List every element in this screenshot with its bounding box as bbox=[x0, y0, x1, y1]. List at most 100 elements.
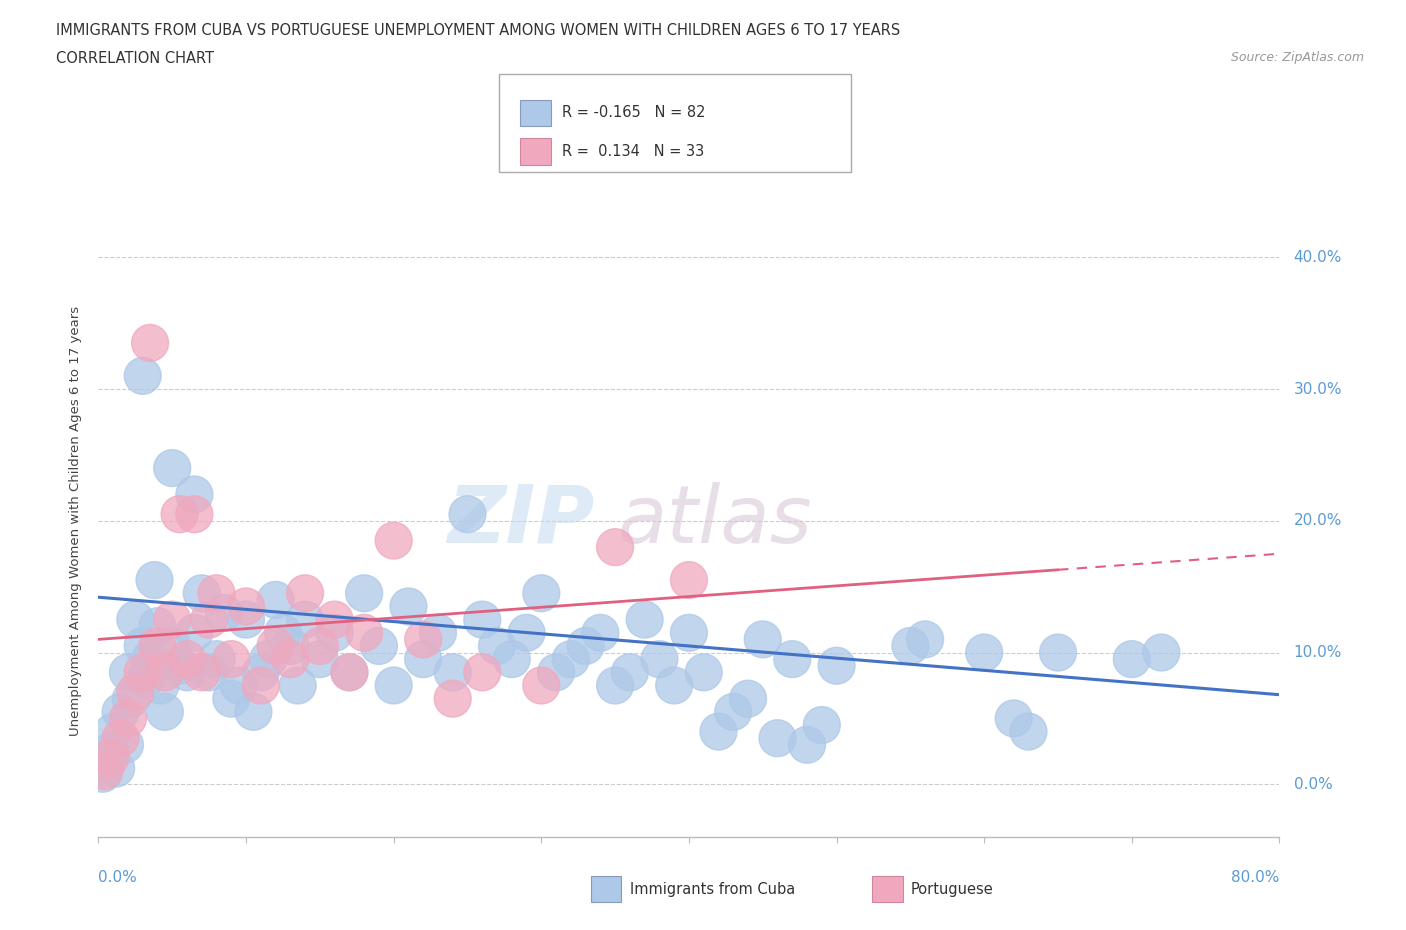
Ellipse shape bbox=[419, 615, 457, 651]
Ellipse shape bbox=[316, 601, 353, 638]
Ellipse shape bbox=[582, 615, 619, 651]
Ellipse shape bbox=[107, 726, 143, 764]
Ellipse shape bbox=[153, 628, 191, 664]
Ellipse shape bbox=[212, 641, 250, 678]
Ellipse shape bbox=[91, 733, 129, 770]
Ellipse shape bbox=[301, 641, 339, 678]
Ellipse shape bbox=[146, 694, 183, 730]
Ellipse shape bbox=[818, 647, 855, 684]
Text: 10.0%: 10.0% bbox=[1294, 645, 1341, 660]
Ellipse shape bbox=[700, 713, 737, 750]
Ellipse shape bbox=[191, 654, 228, 691]
Ellipse shape bbox=[124, 654, 162, 691]
Text: IMMIGRANTS FROM CUBA VS PORTUGUESE UNEMPLOYMENT AMONG WOMEN WITH CHILDREN AGES 6: IMMIGRANTS FROM CUBA VS PORTUGUESE UNEMP… bbox=[56, 23, 900, 38]
Ellipse shape bbox=[773, 641, 811, 678]
Ellipse shape bbox=[94, 713, 132, 750]
Ellipse shape bbox=[228, 601, 264, 638]
Ellipse shape bbox=[434, 654, 471, 691]
Ellipse shape bbox=[744, 621, 782, 658]
Y-axis label: Unemployment Among Women with Children Ages 6 to 17 years: Unemployment Among Women with Children A… bbox=[69, 306, 83, 736]
Ellipse shape bbox=[153, 450, 191, 486]
Ellipse shape bbox=[176, 496, 212, 533]
Ellipse shape bbox=[612, 654, 648, 691]
Ellipse shape bbox=[891, 628, 929, 664]
Ellipse shape bbox=[91, 739, 129, 777]
Ellipse shape bbox=[494, 641, 530, 678]
Ellipse shape bbox=[84, 755, 121, 792]
Ellipse shape bbox=[132, 325, 169, 362]
Ellipse shape bbox=[626, 601, 664, 638]
Ellipse shape bbox=[405, 641, 441, 678]
Ellipse shape bbox=[103, 720, 139, 757]
Ellipse shape bbox=[162, 647, 198, 684]
Ellipse shape bbox=[169, 654, 205, 691]
Ellipse shape bbox=[271, 628, 309, 664]
Ellipse shape bbox=[212, 680, 250, 717]
Ellipse shape bbox=[375, 522, 412, 559]
Ellipse shape bbox=[1143, 634, 1180, 671]
Ellipse shape bbox=[641, 641, 678, 678]
Ellipse shape bbox=[478, 628, 516, 664]
Ellipse shape bbox=[1039, 634, 1077, 671]
Ellipse shape bbox=[596, 528, 634, 565]
Ellipse shape bbox=[176, 615, 212, 651]
Ellipse shape bbox=[139, 608, 176, 644]
Ellipse shape bbox=[360, 628, 398, 664]
Text: 0.0%: 0.0% bbox=[1294, 777, 1333, 791]
Text: ZIP: ZIP bbox=[447, 482, 595, 560]
Ellipse shape bbox=[271, 641, 309, 678]
Ellipse shape bbox=[449, 496, 486, 533]
Ellipse shape bbox=[405, 621, 441, 658]
Ellipse shape bbox=[389, 588, 427, 625]
Ellipse shape bbox=[257, 628, 294, 664]
Ellipse shape bbox=[523, 667, 560, 704]
Ellipse shape bbox=[110, 700, 146, 737]
Ellipse shape bbox=[205, 594, 242, 631]
Ellipse shape bbox=[257, 581, 294, 618]
Text: Portuguese: Portuguese bbox=[911, 882, 994, 897]
Ellipse shape bbox=[87, 746, 124, 783]
Ellipse shape bbox=[375, 667, 412, 704]
Text: 0.0%: 0.0% bbox=[98, 870, 138, 884]
Ellipse shape bbox=[803, 707, 841, 743]
Text: 30.0%: 30.0% bbox=[1294, 381, 1341, 396]
Ellipse shape bbox=[346, 615, 382, 651]
Ellipse shape bbox=[1010, 713, 1047, 750]
Ellipse shape bbox=[235, 694, 271, 730]
Ellipse shape bbox=[330, 654, 368, 691]
Ellipse shape bbox=[789, 726, 825, 764]
Ellipse shape bbox=[995, 700, 1032, 737]
Ellipse shape bbox=[685, 654, 723, 691]
Ellipse shape bbox=[162, 496, 198, 533]
Ellipse shape bbox=[142, 667, 179, 704]
Ellipse shape bbox=[655, 667, 693, 704]
Ellipse shape bbox=[287, 601, 323, 638]
Ellipse shape bbox=[966, 634, 1002, 671]
Ellipse shape bbox=[250, 641, 287, 678]
Ellipse shape bbox=[242, 654, 280, 691]
Ellipse shape bbox=[553, 641, 589, 678]
Ellipse shape bbox=[301, 628, 339, 664]
Ellipse shape bbox=[198, 641, 235, 678]
Ellipse shape bbox=[907, 621, 943, 658]
Ellipse shape bbox=[139, 628, 176, 664]
Ellipse shape bbox=[86, 752, 122, 790]
Text: R = -0.165   N = 82: R = -0.165 N = 82 bbox=[562, 105, 706, 120]
Ellipse shape bbox=[730, 680, 766, 717]
Ellipse shape bbox=[97, 750, 135, 787]
Text: 40.0%: 40.0% bbox=[1294, 250, 1341, 265]
Ellipse shape bbox=[434, 680, 471, 717]
Ellipse shape bbox=[464, 601, 501, 638]
Ellipse shape bbox=[153, 601, 191, 638]
Ellipse shape bbox=[464, 654, 501, 691]
Ellipse shape bbox=[537, 654, 575, 691]
Ellipse shape bbox=[346, 575, 382, 612]
Ellipse shape bbox=[146, 654, 183, 691]
Text: 80.0%: 80.0% bbox=[1232, 870, 1279, 884]
Ellipse shape bbox=[103, 694, 139, 730]
Ellipse shape bbox=[132, 641, 169, 678]
Text: R =  0.134   N = 33: R = 0.134 N = 33 bbox=[562, 144, 704, 159]
Text: Source: ZipAtlas.com: Source: ZipAtlas.com bbox=[1230, 51, 1364, 64]
Text: Immigrants from Cuba: Immigrants from Cuba bbox=[630, 882, 796, 897]
Ellipse shape bbox=[567, 628, 605, 664]
